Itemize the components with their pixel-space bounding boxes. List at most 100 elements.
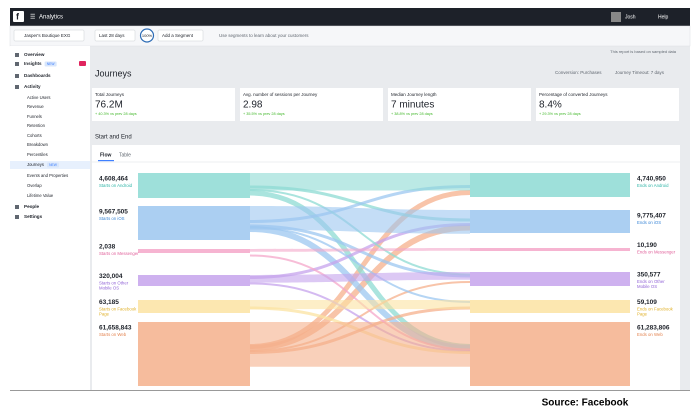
- nav-item[interactable]: Active Users: [27, 95, 51, 100]
- tab-table[interactable]: Table: [119, 152, 131, 158]
- metric-change: + 35.5% vs prev 28 days: [243, 112, 285, 116]
- metric-card: [92, 88, 235, 121]
- nav-item[interactable]: Breakdown: [27, 142, 49, 147]
- nav-item[interactable]: Percentiles: [27, 152, 48, 157]
- main-flow: [250, 272, 470, 283]
- end-label: Ends on iOS: [637, 220, 661, 225]
- nav-item[interactable]: Dashboards: [24, 73, 51, 78]
- metric-value: 7 minutes: [391, 100, 434, 111]
- nav-item[interactable]: Insights: [24, 61, 42, 66]
- end-value: 61,283,806: [637, 325, 670, 332]
- badge: NEW: [49, 163, 58, 167]
- nav-item[interactable]: Overlap: [27, 183, 42, 188]
- end-node: [470, 210, 630, 233]
- conversion-setting[interactable]: Conversion: Purchases: [555, 70, 602, 75]
- main-flow: [250, 322, 470, 367]
- tab-underline: [98, 160, 114, 162]
- segment-label: Add a Segment: [162, 33, 194, 38]
- start-node: [138, 300, 250, 313]
- menu-icon[interactable]: ☰: [30, 14, 35, 21]
- start-node: [138, 322, 250, 386]
- start-label: Starts on Facebook Page: [99, 307, 137, 317]
- start-label: Starts on iOS: [99, 216, 125, 221]
- source-caption: Source: Facebook: [542, 398, 629, 409]
- start-node: [138, 206, 250, 240]
- start-value: 320,004: [99, 273, 123, 280]
- metric-label: Median Journey length: [391, 92, 437, 97]
- start-value: 9,567,505: [99, 209, 128, 216]
- zoom-level: 100%: [142, 33, 153, 38]
- metric-label: Total Journeys: [95, 92, 125, 97]
- metric-card: [240, 88, 383, 121]
- end-label: Ends on Messenger: [637, 250, 676, 255]
- nav-item[interactable]: Settings: [24, 214, 43, 219]
- segment-hint: Use segments to learn about your custome…: [219, 33, 309, 38]
- timeout-setting[interactable]: Journey Timeout: 7 days: [615, 70, 665, 75]
- help-link[interactable]: Help: [658, 14, 669, 20]
- main-flow: [250, 206, 470, 234]
- start-node: [138, 275, 250, 286]
- nav-item[interactable]: Journeys: [27, 162, 44, 167]
- top-bar: [10, 8, 690, 26]
- segment-button[interactable]: [157, 29, 204, 42]
- nav-item[interactable]: Cohorts: [27, 133, 42, 138]
- end-node: [470, 272, 630, 286]
- nav-icon: [15, 215, 19, 219]
- logo: [13, 11, 24, 22]
- start-label: Starts on Other Mobile OS: [99, 281, 129, 291]
- nav-item[interactable]: Retention: [27, 123, 46, 128]
- start-node: [138, 173, 250, 198]
- start-label: Starts on Messenger: [99, 251, 139, 256]
- badge-bg: [44, 61, 57, 67]
- nav-item[interactable]: Revenue: [27, 104, 44, 109]
- section-title: Start and End: [95, 135, 132, 141]
- end-label: Ends on Other Mobile OS: [637, 279, 665, 289]
- sidebar: [10, 46, 90, 390]
- metric-value: 2.98: [243, 100, 263, 111]
- end-node: [470, 173, 630, 197]
- tab-flow[interactable]: Flow: [100, 152, 111, 158]
- nav-item[interactable]: Overview: [24, 52, 45, 57]
- user-name[interactable]: Josh: [625, 14, 636, 20]
- end-value: 59,109: [637, 299, 657, 306]
- end-label: Ends on Facebook Page: [637, 307, 674, 317]
- date-select[interactable]: [94, 29, 136, 42]
- zoom-circle[interactable]: [139, 28, 155, 43]
- nav-icon: [15, 62, 19, 66]
- start-label: Starts on Web: [99, 332, 127, 337]
- nav-item[interactable]: People: [24, 204, 40, 209]
- end-value: 350,577: [637, 272, 661, 279]
- nav-item[interactable]: Funnels: [27, 114, 42, 119]
- metric-change: + 29.3% vs prev 28 days: [539, 112, 581, 116]
- main-flow: [250, 248, 470, 252]
- account-select[interactable]: [13, 29, 85, 42]
- nav-icon: [15, 74, 19, 78]
- sampled-notice: This report is based on sampled data: [610, 49, 677, 54]
- nav-icon: [15, 205, 19, 209]
- logo-f: f: [16, 11, 20, 21]
- avatar[interactable]: [611, 12, 621, 22]
- end-label: Ends on Web: [637, 332, 663, 337]
- nav-item[interactable]: Lifetime Value: [27, 193, 54, 198]
- nav-icon: [15, 53, 19, 57]
- end-node: [470, 322, 630, 386]
- start-label: Starts on Android: [99, 183, 133, 188]
- metric-value: 76.2M: [95, 100, 123, 111]
- end-value: 10,190: [637, 242, 657, 249]
- nav-item[interactable]: Activity: [24, 84, 41, 89]
- nav-item[interactable]: Events and Properties: [27, 173, 68, 178]
- start-node: [138, 249, 250, 253]
- metric-label: Percentage of converted Journeys: [539, 92, 608, 97]
- start-value: 2,038: [99, 244, 116, 251]
- main-flow: [250, 173, 470, 191]
- end-node: [470, 248, 630, 251]
- metric-change: + 38.8% vs prev 28 days: [391, 112, 433, 116]
- start-value: 63,185: [99, 299, 119, 306]
- cross-flow: [249, 189, 471, 276]
- start-value: 61,658,843: [99, 325, 132, 332]
- page-title: Journeys: [95, 68, 132, 78]
- frame-bottom: [10, 390, 690, 391]
